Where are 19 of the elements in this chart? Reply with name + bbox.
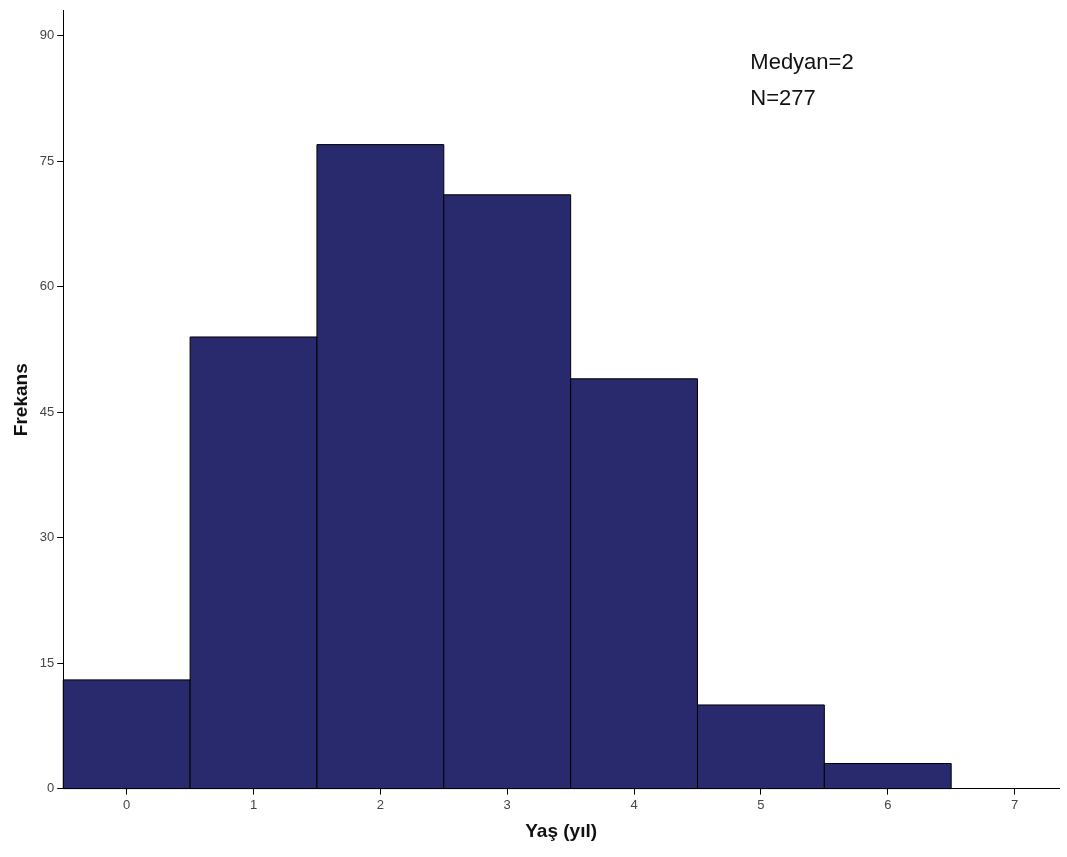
y-tick-label: 0 (47, 780, 55, 796)
y-tick-label: 90 (39, 27, 55, 43)
x-tick-label: 2 (376, 796, 384, 812)
y-tick-label: 75 (39, 152, 55, 168)
x-tick-label: 1 (249, 796, 258, 812)
x-tick-label: 4 (630, 796, 638, 812)
y-tick-label: 15 (39, 654, 55, 670)
x-axis-title: Yaş (yıl) (525, 819, 598, 841)
y-tick-label: 30 (39, 529, 55, 545)
annotation: Medyan=2 (750, 49, 854, 75)
x-tick-label: 6 (884, 796, 892, 812)
annotation: N=277 (750, 85, 816, 111)
x-tick-label: 7 (1010, 796, 1019, 812)
x-tick-label: 3 (503, 796, 511, 812)
x-tick-label: 5 (757, 796, 765, 812)
y-tick-label: 60 (39, 278, 55, 294)
x-tick-label: 0 (123, 796, 131, 812)
y-tick-label: 45 (39, 403, 55, 419)
y-axis-title: Frekans (9, 363, 31, 437)
